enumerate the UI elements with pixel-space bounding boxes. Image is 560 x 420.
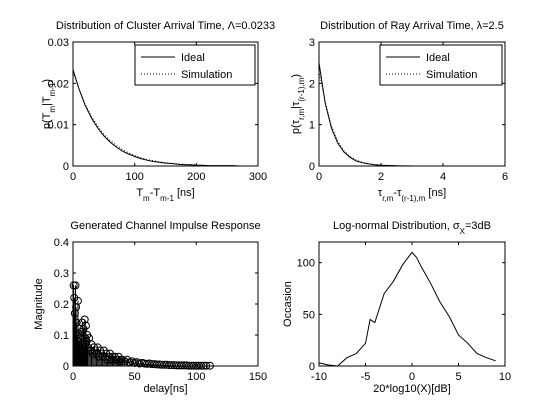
chart-panel-3: Generated Channel Impulse Response 0 50 100… bbox=[33, 220, 267, 395]
y-tick-label: 0 bbox=[309, 361, 315, 373]
x-axis-label: delay[ns] bbox=[143, 383, 187, 395]
legend: Ideal Simulation bbox=[134, 44, 256, 86]
x-tick-label: -5 bbox=[361, 371, 371, 383]
legend: Ideal Simulation bbox=[379, 44, 503, 86]
x-tick-label: 0 bbox=[70, 171, 76, 183]
x-tick-label: 6 bbox=[502, 171, 508, 183]
x-axis-label: 20*log10(X)[dB] bbox=[373, 383, 451, 395]
x-tick-label: 0 bbox=[409, 371, 415, 383]
x-tick-label: 100 bbox=[125, 171, 143, 183]
legend-label: Ideal bbox=[426, 52, 450, 64]
chart-title: Distribution of Ray Arrival Time, λ=2.5 bbox=[320, 20, 504, 32]
series-line-simulation bbox=[318, 70, 413, 167]
y-tick-label: 0 bbox=[63, 161, 69, 173]
chart-title: Distribution of Cluster Arrival Time, Λ=… bbox=[56, 20, 275, 32]
chart-panel-1: Distribution of Cluster Arrival Time, Λ=… bbox=[41, 20, 275, 203]
x-tick-label: 0 bbox=[70, 371, 76, 383]
data-point bbox=[73, 296, 82, 305]
x-tick-label: 50 bbox=[129, 371, 141, 383]
x-tick-label: 0 bbox=[316, 171, 322, 183]
x-tick-label: 2 bbox=[378, 171, 384, 183]
y-tick-label: 50 bbox=[303, 309, 315, 321]
y-axis-label: p(Tm|Tm-1) bbox=[41, 79, 57, 129]
x-tick-label: 150 bbox=[249, 371, 267, 383]
legend-label: Simulation bbox=[181, 69, 232, 81]
x-tick-label: 10 bbox=[499, 371, 511, 383]
y-tick-label: 0.2 bbox=[54, 299, 69, 311]
y-tick-label: 0.02 bbox=[48, 78, 69, 90]
x-axis-label: τr,m-τ(r-1),m [ns] bbox=[378, 187, 446, 203]
legend-box bbox=[379, 44, 503, 86]
plot-area bbox=[318, 251, 496, 367]
plot-area bbox=[69, 281, 258, 370]
x-tick-label: -10 bbox=[311, 371, 327, 383]
data-point bbox=[128, 357, 137, 366]
chart-panel-4: Log-normal Distribution, σX=3dB -10 -5 0 5 10… bbox=[282, 220, 511, 395]
legend-label: Ideal bbox=[181, 52, 205, 64]
y-tick-label: 0.3 bbox=[54, 268, 69, 280]
data-point bbox=[123, 355, 132, 364]
y-axis-label: Magnitude bbox=[33, 278, 45, 329]
y-tick-label: 1 bbox=[309, 120, 315, 132]
y-tick-label: 100 bbox=[297, 258, 315, 270]
axes-box bbox=[318, 41, 506, 167]
series-line-simulation bbox=[72, 71, 197, 166]
legend-box bbox=[134, 44, 256, 86]
y-tick-label: 0.1 bbox=[54, 330, 69, 342]
y-tick-label: 0 bbox=[309, 161, 315, 173]
y-tick-label: 2 bbox=[309, 78, 315, 90]
legend-label: Simulation bbox=[426, 69, 477, 81]
y-tick-label: 0 bbox=[63, 361, 69, 373]
axes-box bbox=[72, 41, 259, 167]
chart-title: Log-normal Distribution, σX=3dB bbox=[333, 220, 491, 236]
y-tick-label: 0.4 bbox=[54, 237, 69, 249]
chart-title: Generated Channel Impulse Response bbox=[70, 220, 260, 232]
y-tick-label: 0.01 bbox=[48, 120, 69, 132]
y-axis-label: p(τr,m|τ(r-1),m) bbox=[290, 74, 306, 134]
x-tick-label: 100 bbox=[187, 371, 205, 383]
series-line-1 bbox=[318, 251, 496, 367]
x-tick-label: 4 bbox=[440, 171, 446, 183]
x-tick-label: 300 bbox=[249, 171, 267, 183]
y-axis-label: Occasion bbox=[282, 281, 294, 327]
data-point bbox=[71, 281, 80, 290]
data-point bbox=[118, 355, 127, 364]
y-tick-label: 3 bbox=[309, 37, 315, 49]
data-point bbox=[80, 315, 89, 324]
x-axis-label: Tm-Tm-1 [ns] bbox=[136, 187, 194, 203]
x-tick-label: 5 bbox=[455, 371, 461, 383]
data-point bbox=[81, 321, 90, 330]
axes-box bbox=[318, 241, 506, 367]
x-tick-label: 200 bbox=[187, 171, 205, 183]
data-point bbox=[115, 357, 124, 366]
chart-panel-2: Distribution of Ray Arrival Time, λ=2.5 0… bbox=[290, 20, 508, 203]
y-tick-label: 0.03 bbox=[48, 37, 69, 49]
